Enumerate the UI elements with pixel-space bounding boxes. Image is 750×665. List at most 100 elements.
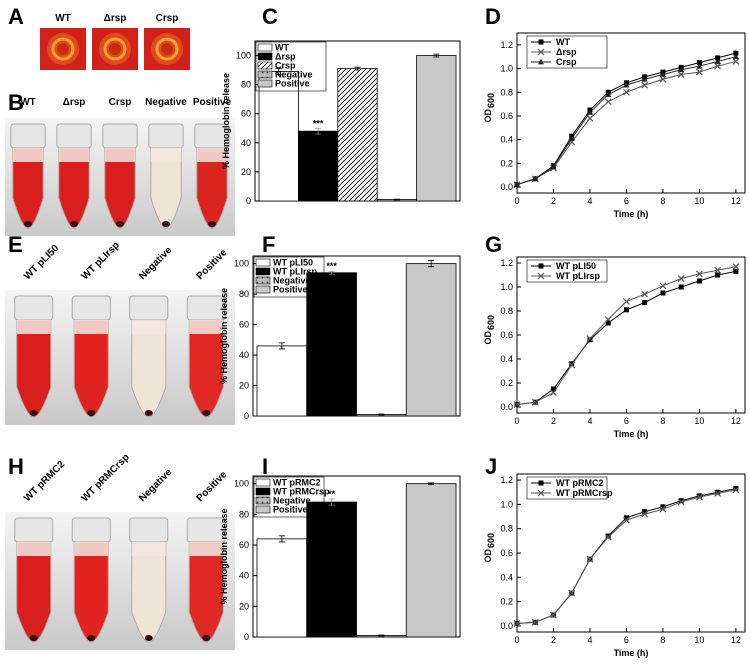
marker (642, 300, 648, 306)
legend-label: WT (275, 43, 289, 53)
tube-cap (148, 123, 184, 149)
significance-label: *** (313, 118, 324, 128)
legend-swatch (257, 79, 273, 88)
y-axis-label-text: % Hemoglobin release (221, 73, 231, 169)
marker (733, 50, 739, 56)
marker (623, 81, 630, 88)
y-tick-label: 0 (244, 411, 249, 421)
error-bar (328, 498, 335, 506)
bar (337, 68, 378, 202)
legend-swatch (255, 267, 271, 276)
tube-label: Negative (145, 97, 187, 108)
x-tick-label: 12 (731, 416, 741, 426)
y-axis-label-text: OD (483, 108, 493, 122)
pellet (29, 635, 38, 641)
legend-label: WT pRMCrsp (273, 487, 330, 497)
legend-swatch (255, 505, 271, 514)
legend-frame (526, 259, 608, 283)
panel-letter: J (485, 454, 497, 479)
tube-body (150, 147, 182, 229)
tube-label: Negative (137, 467, 175, 505)
marker (568, 135, 575, 141)
tube-cap (71, 295, 111, 321)
marker (678, 284, 684, 290)
marker (605, 91, 612, 98)
x-tick-label: 10 (694, 196, 704, 206)
panel-letter: C (262, 4, 278, 29)
colony (161, 43, 173, 55)
marker (586, 335, 594, 343)
marker (696, 60, 702, 66)
y-axis-label-subscript: 600 (486, 533, 496, 548)
series-line (516, 489, 736, 624)
marker (623, 307, 629, 313)
tube-headspace (150, 148, 182, 162)
tube-label: WT pLIrsp (80, 240, 122, 282)
y-tick-label: 0.8 (500, 87, 513, 97)
marker (678, 66, 685, 73)
marker (641, 290, 649, 298)
tube-body (196, 147, 228, 229)
x-axis-label: Time (h) (614, 429, 649, 439)
y-tick-label: 0.0 (500, 402, 513, 412)
y-axis-label-text: % Hemoglobin release (219, 288, 229, 384)
y-axis-label-subscript: 600 (486, 315, 496, 330)
marker (586, 114, 594, 122)
bar (297, 130, 339, 202)
marker (660, 504, 666, 510)
y-tick-label: 60 (239, 540, 249, 550)
marker (714, 62, 722, 70)
y-tick-label: 0.8 (500, 306, 513, 316)
pellet (116, 221, 124, 227)
x-tick-label: 0 (514, 416, 519, 426)
tube-label: Positive (195, 247, 230, 282)
bar (405, 263, 457, 417)
legend-swatch (255, 285, 271, 294)
panel-letter: H (8, 454, 24, 479)
legend-label: Positive (273, 505, 308, 515)
x-tick-label: 4 (587, 196, 592, 206)
hemolysis-ring (155, 37, 179, 61)
legend-label: Positive (275, 79, 310, 89)
significance-label: ** (328, 489, 336, 499)
tube-headspace (16, 542, 51, 556)
y-axis-label-subscript: 600 (486, 93, 496, 108)
tube-cap (14, 295, 54, 321)
y-tick-label: 1.2 (500, 475, 513, 485)
legend-marker (537, 48, 545, 56)
y-tick-label: 20 (239, 381, 249, 391)
bar (306, 501, 357, 638)
marker (605, 533, 611, 539)
legend-label: Crsp (275, 61, 296, 71)
x-tick-label: 10 (694, 635, 704, 645)
y-axis-label: % Hemoglobin release (221, 73, 231, 169)
tube-body (16, 319, 52, 418)
y-tick-label: 40 (239, 571, 249, 581)
marker (678, 498, 684, 504)
marker (641, 76, 648, 82)
colony (109, 43, 121, 55)
legend-marker (537, 272, 545, 280)
y-tick-label: 80 (239, 289, 249, 299)
legend-marker (538, 39, 544, 45)
y-axis-label: % Hemoglobin release (219, 288, 229, 384)
marker (714, 58, 721, 64)
x-axis-label: Time (h) (614, 648, 649, 658)
marker (732, 486, 740, 494)
marker (623, 516, 630, 524)
panel-letter: B (8, 90, 24, 115)
marker (714, 266, 722, 274)
y-tick-label: 0.4 (500, 135, 513, 145)
marker (732, 58, 740, 65)
tube-body (58, 147, 90, 229)
marker (604, 533, 612, 541)
tube-body (104, 147, 136, 229)
tube-headspace (131, 542, 166, 556)
bar (258, 71, 299, 202)
marker (623, 88, 630, 96)
tube-cap (71, 517, 111, 543)
marker (696, 278, 702, 284)
tube-label: WT pRMCrsp (80, 452, 132, 504)
y-tick-label: 0.2 (500, 378, 513, 388)
x-tick-label: 2 (551, 196, 556, 206)
